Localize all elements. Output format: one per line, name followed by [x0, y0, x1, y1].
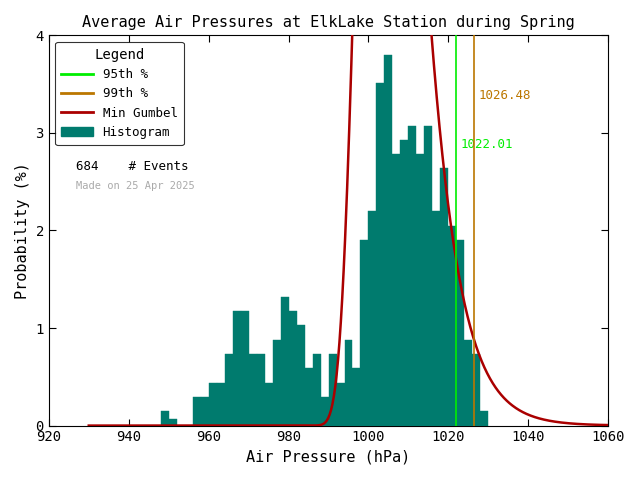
Text: Made on 25 Apr 2025: Made on 25 Apr 2025	[76, 181, 195, 192]
Bar	[465, 340, 472, 426]
Bar	[248, 354, 257, 426]
Bar	[449, 226, 456, 426]
Bar	[353, 368, 360, 426]
Bar	[440, 168, 449, 426]
Bar	[193, 397, 201, 426]
Bar	[417, 155, 424, 426]
Bar	[257, 354, 264, 426]
Bar	[169, 419, 177, 426]
Bar	[289, 312, 296, 426]
Title: Average Air Pressures at ElkLake Station during Spring: Average Air Pressures at ElkLake Station…	[82, 15, 575, 30]
Bar	[472, 354, 481, 426]
Bar	[369, 211, 376, 426]
Bar	[456, 240, 465, 426]
Bar	[305, 368, 312, 426]
Bar	[424, 126, 433, 426]
Text: 1026.48: 1026.48	[478, 89, 531, 102]
Bar	[481, 411, 488, 426]
Bar	[360, 240, 369, 426]
Text: 684    # Events: 684 # Events	[76, 160, 188, 173]
Bar	[201, 397, 209, 426]
Bar	[328, 354, 337, 426]
Y-axis label: Probability (%): Probability (%)	[15, 162, 30, 299]
Bar	[273, 340, 280, 426]
Bar	[161, 411, 169, 426]
Bar	[376, 83, 385, 426]
Bar	[344, 340, 353, 426]
Bar	[232, 312, 241, 426]
Bar	[312, 354, 321, 426]
Bar	[216, 383, 225, 426]
Bar	[401, 140, 408, 426]
Bar	[408, 126, 417, 426]
X-axis label: Air Pressure (hPa): Air Pressure (hPa)	[246, 450, 411, 465]
Legend: 95th %, 99th %, Min Gumbel, Histogram: 95th %, 99th %, Min Gumbel, Histogram	[55, 42, 184, 145]
Bar	[321, 397, 328, 426]
Bar	[337, 383, 344, 426]
Bar	[225, 354, 232, 426]
Bar	[264, 383, 273, 426]
Bar	[392, 155, 401, 426]
Bar	[385, 55, 392, 426]
Bar	[209, 383, 216, 426]
Bar	[280, 297, 289, 426]
Bar	[296, 325, 305, 426]
Text: 1022.01: 1022.01	[460, 138, 513, 151]
Bar	[241, 312, 248, 426]
Bar	[433, 211, 440, 426]
